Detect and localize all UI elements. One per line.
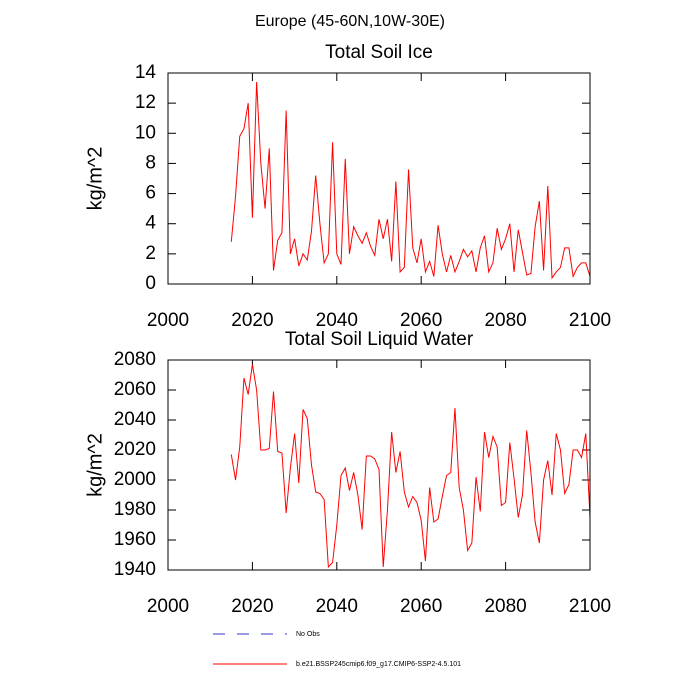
- y-tick-label: 8: [145, 152, 156, 173]
- y-tick-label: 1940: [114, 559, 156, 580]
- plot-frame: [167, 72, 591, 285]
- y-tick-label: 0: [145, 273, 156, 294]
- x-tick-label: 2020: [231, 310, 273, 331]
- data-line: [230, 364, 591, 569]
- y-tick-label: 2000: [114, 469, 156, 490]
- figure-title: Europe (45-60N,10W-30E): [255, 13, 445, 30]
- data-line: [230, 82, 591, 280]
- y-tick-label: 2: [145, 243, 156, 264]
- panel-title: Total Soil Liquid Water: [285, 329, 474, 350]
- x-tick-label: 2020: [231, 596, 273, 617]
- x-tick-label: 2040: [316, 310, 358, 331]
- y-tick-label: 14: [135, 62, 157, 83]
- x-tick-label: 2000: [147, 596, 189, 617]
- y-axis-label: kg/m^2: [84, 433, 106, 497]
- y-tick-label: 1980: [114, 499, 156, 520]
- x-tick-label: 2080: [484, 596, 526, 617]
- x-tick-label: 2100: [569, 310, 611, 331]
- y-tick-label: 4: [145, 213, 156, 234]
- y-tick-label: 2040: [114, 409, 156, 430]
- x-tick-label: 2040: [316, 596, 358, 617]
- legend-label: b.e21.BSSP245cmip6.f09_g17.CMIP6-SSP2-4.…: [296, 661, 461, 668]
- y-tick-label: 2080: [114, 349, 156, 370]
- y-tick-label: 2020: [114, 439, 156, 460]
- y-tick-label: 10: [135, 122, 156, 143]
- x-tick-label: 2100: [569, 596, 611, 617]
- x-tick-label: 2000: [147, 310, 189, 331]
- panel-title: Total Soil Ice: [325, 42, 433, 63]
- x-tick-label: 2060: [400, 596, 442, 617]
- plot-frame: [167, 359, 591, 571]
- legend-label: No Obs: [296, 631, 320, 638]
- y-tick-label: 6: [145, 183, 156, 204]
- y-tick-label: 2060: [114, 379, 156, 400]
- y-axis-label: kg/m^2: [84, 147, 106, 211]
- y-tick-label: 1960: [114, 529, 156, 550]
- x-tick-label: 2080: [484, 310, 526, 331]
- y-tick-label: 12: [135, 92, 156, 113]
- x-tick-label: 2060: [400, 310, 442, 331]
